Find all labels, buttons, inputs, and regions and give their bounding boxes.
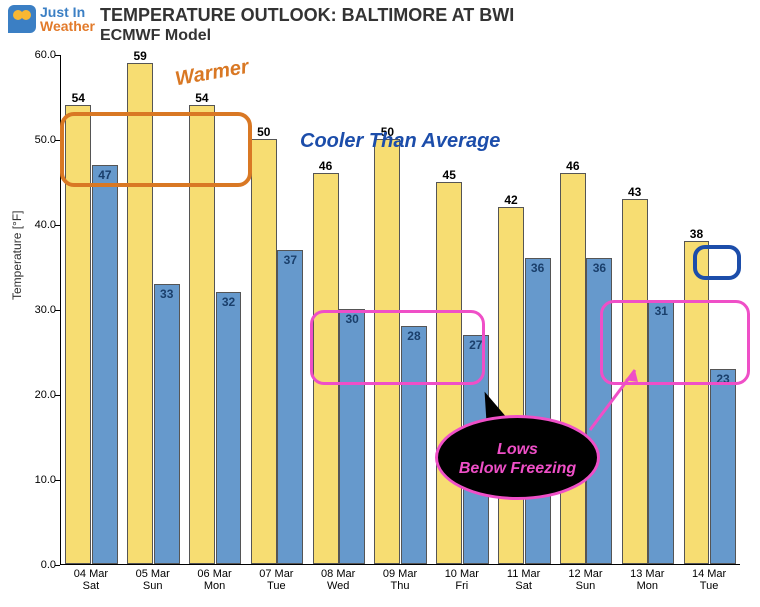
x-tick-label: 05 MarSun bbox=[123, 568, 183, 592]
high-temp-label: 43 bbox=[623, 185, 647, 199]
blue-highlight-box bbox=[693, 245, 741, 280]
y-tick-label: 20.0 bbox=[28, 389, 56, 401]
logo-text: Just In Weather bbox=[40, 5, 95, 33]
high-temp-label: 46 bbox=[561, 159, 585, 173]
x-tick-label: 07 MarTue bbox=[246, 568, 306, 592]
cooler-annotation: Cooler Than Average bbox=[300, 130, 500, 153]
pink-arrow bbox=[580, 360, 650, 440]
x-tick-label: 12 MarSun bbox=[555, 568, 615, 592]
high-temp-label: 45 bbox=[437, 168, 461, 182]
high-temp-label: 46 bbox=[314, 159, 338, 173]
logo: Just In Weather bbox=[8, 5, 95, 33]
high-temp-bar: 50 bbox=[251, 139, 277, 564]
pink-box-left bbox=[310, 310, 485, 385]
chart-subtitle: ECMWF Model bbox=[100, 27, 211, 45]
x-tick-label: 11 MarSat bbox=[494, 568, 554, 592]
high-temp-label: 54 bbox=[66, 91, 90, 105]
low-temp-label: 33 bbox=[155, 287, 179, 301]
low-temp-label: 36 bbox=[587, 261, 611, 275]
callout-line1: Lows bbox=[497, 441, 538, 458]
y-tick-label: 10.0 bbox=[28, 474, 56, 486]
x-tick-label: 08 MarWed bbox=[308, 568, 368, 592]
low-temp-label: 32 bbox=[217, 295, 241, 309]
low-temp-bar: 36 bbox=[525, 258, 551, 564]
chart-title: TEMPERATURE OUTLOOK: BALTIMORE AT BWI bbox=[100, 5, 514, 26]
low-temp-bar: 33 bbox=[154, 284, 180, 565]
y-tick-label: 40.0 bbox=[28, 219, 56, 231]
low-temp-bar: 47 bbox=[92, 165, 118, 565]
y-tick-label: 0.0 bbox=[28, 559, 56, 571]
high-temp-label: 38 bbox=[685, 227, 709, 241]
x-tick-label: 09 MarThu bbox=[370, 568, 430, 592]
x-tick-label: 14 MarTue bbox=[679, 568, 739, 592]
y-tick-label: 50.0 bbox=[28, 134, 56, 146]
x-tick-label: 06 MarMon bbox=[185, 568, 245, 592]
logo-line2: Weather bbox=[40, 18, 95, 34]
high-temp-label: 50 bbox=[252, 125, 276, 139]
callout-bubble: Lows Below Freezing bbox=[435, 415, 600, 500]
high-temp-bar: 42 bbox=[498, 207, 524, 564]
low-temp-label: 37 bbox=[278, 253, 302, 267]
high-temp-label: 54 bbox=[190, 91, 214, 105]
low-temp-bar: 32 bbox=[216, 292, 242, 564]
x-tick-label: 10 MarFri bbox=[432, 568, 492, 592]
low-temp-label: 36 bbox=[526, 261, 550, 275]
x-tick-label: 13 MarMon bbox=[617, 568, 677, 592]
callout-line2: Below Freezing bbox=[459, 460, 576, 477]
y-axis-label: Temperature [°F] bbox=[10, 211, 24, 301]
low-temp-bar: 37 bbox=[277, 250, 303, 565]
high-temp-label: 59 bbox=[128, 49, 152, 63]
x-tick-label: 04 MarSat bbox=[61, 568, 121, 592]
high-temp-bar: 38 bbox=[684, 241, 710, 564]
logo-icon bbox=[8, 5, 36, 33]
high-temp-label: 42 bbox=[499, 193, 523, 207]
y-tick-label: 30.0 bbox=[28, 304, 56, 316]
y-tick-label: 60.0 bbox=[28, 49, 56, 61]
low-temp-bar: 23 bbox=[710, 369, 736, 565]
warmer-highlight-box bbox=[60, 112, 252, 187]
